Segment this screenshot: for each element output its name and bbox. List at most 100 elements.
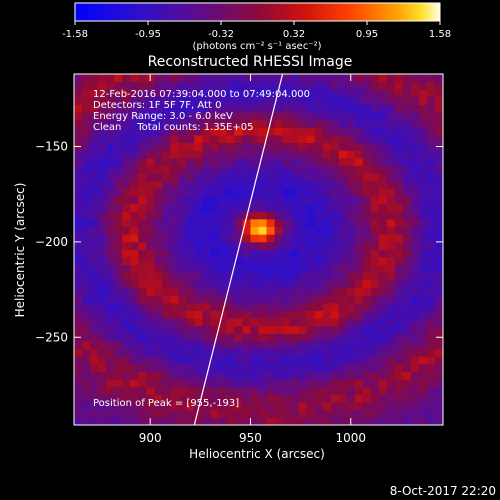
heatmap-cell — [106, 218, 115, 228]
heatmap-cell — [242, 188, 251, 197]
heatmap-cell — [258, 409, 267, 418]
heatmap-cell — [178, 325, 187, 334]
heatmap-cell — [426, 196, 436, 205]
heatmap-cell — [194, 104, 203, 113]
heatmap-cell — [226, 318, 235, 327]
heatmap-cell — [154, 264, 163, 273]
heatmap-cell — [114, 104, 123, 113]
heatmap-cell — [354, 409, 364, 418]
heatmap-cell — [210, 325, 219, 334]
heatmap-cell — [114, 386, 123, 395]
heatmap-cell — [138, 333, 147, 342]
heatmap-cell — [306, 119, 316, 128]
heatmap-cell — [178, 203, 187, 212]
heatmap-cell — [322, 104, 332, 113]
heatmap-cell — [210, 104, 219, 113]
heatmap-cell — [378, 280, 388, 289]
heatmap-cell — [90, 234, 99, 243]
heatmap-cell — [258, 211, 267, 220]
heatmap-cell — [394, 89, 404, 98]
heatmap-cell — [322, 257, 332, 266]
heatmap-cell — [426, 394, 436, 403]
heatmap-cell — [162, 417, 171, 425]
heatmap-cell — [114, 302, 123, 311]
heatmap-cell — [338, 150, 348, 159]
heatmap-cell — [234, 318, 243, 327]
heatmap-cell — [426, 249, 436, 258]
heatmap-cell — [322, 188, 332, 197]
heatmap-cell — [402, 135, 412, 144]
heatmap-cell — [202, 241, 211, 250]
heatmap-cell — [434, 371, 443, 380]
heatmap-cell — [106, 280, 115, 289]
heatmap-cell — [322, 74, 332, 83]
heatmap-cell — [290, 310, 300, 319]
heatmap-cell — [298, 157, 308, 166]
heatmap-cell — [378, 89, 388, 98]
heatmap-cell — [242, 333, 251, 342]
heatmap-cell — [210, 394, 219, 403]
heatmap-cell — [282, 402, 291, 411]
heatmap-cell — [170, 127, 179, 136]
heatmap-cell — [242, 386, 251, 395]
heatmap-cell — [226, 371, 235, 380]
heatmap-cell — [394, 218, 404, 228]
heatmap-cell — [186, 211, 195, 220]
heatmap-cell — [394, 257, 404, 266]
heatmap-cell — [362, 74, 372, 83]
heatmap-cell — [242, 89, 251, 98]
heatmap-cell — [386, 234, 396, 243]
heatmap-cell — [346, 257, 356, 266]
heatmap-cell — [98, 249, 107, 258]
heatmap-cell — [130, 89, 139, 98]
heatmap-cell — [82, 310, 91, 319]
heatmap-cell — [122, 112, 131, 121]
heatmap-cell — [346, 348, 356, 357]
heatmap-cell — [370, 96, 380, 105]
heatmap-cell — [274, 379, 283, 388]
heatmap-cell — [266, 386, 275, 395]
heatmap-cell — [370, 142, 380, 151]
heatmap-cell — [90, 264, 99, 273]
heatmap-cell — [170, 96, 179, 105]
info-energy-range: Energy Range: 3.0 - 6.0 keV — [93, 111, 233, 122]
heatmap-cell — [378, 241, 388, 250]
heatmap-cell — [354, 348, 364, 357]
heatmap-cell — [426, 135, 436, 144]
heatmap-cell — [154, 280, 163, 289]
heatmap-cell — [258, 287, 267, 296]
heatmap-cell — [114, 173, 123, 182]
heatmap-cell — [306, 318, 316, 327]
heatmap-cell — [202, 356, 211, 365]
heatmap-cell — [394, 241, 404, 250]
heatmap-cell — [362, 180, 372, 189]
heatmap-cell — [434, 226, 443, 235]
heatmap-cell — [170, 325, 179, 334]
heatmap-cell — [330, 188, 340, 197]
heatmap-cell — [258, 127, 267, 136]
heatmap-cell — [130, 310, 139, 319]
heatmap-cell — [114, 157, 123, 166]
heatmap-cell — [74, 386, 83, 395]
heatmap-cell — [242, 196, 251, 205]
heatmap-cell — [330, 81, 340, 90]
heatmap — [74, 74, 443, 425]
heatmap-cell — [210, 379, 219, 388]
heatmap-cell — [434, 157, 443, 166]
heatmap-cell — [146, 150, 155, 159]
heatmap-cell — [74, 295, 83, 304]
heatmap-cell — [82, 325, 91, 334]
heatmap-cell — [146, 272, 155, 281]
heatmap-cell — [338, 249, 348, 258]
heatmap-cell — [378, 165, 388, 174]
heatmap-cell — [306, 211, 316, 220]
heatmap-cell — [274, 74, 283, 83]
heatmap-cell — [130, 150, 139, 159]
heatmap-cell — [90, 157, 99, 166]
heatmap-cell — [146, 371, 155, 380]
heatmap-cell — [218, 203, 227, 212]
heatmap-cell — [234, 356, 243, 365]
heatmap-cell — [314, 257, 324, 266]
heatmap-cell — [314, 379, 324, 388]
heatmap-cell — [290, 402, 300, 411]
